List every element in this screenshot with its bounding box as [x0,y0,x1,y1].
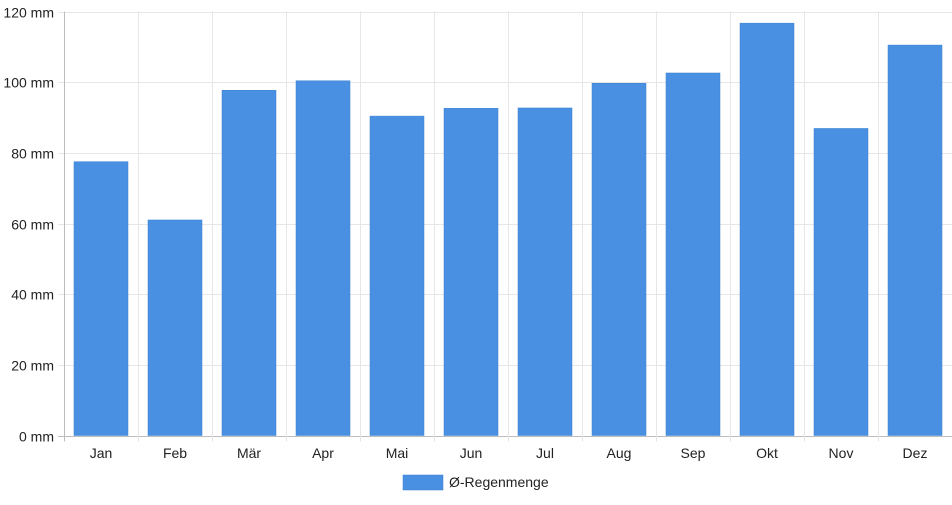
y-tick-label: 40 mm [11,287,54,303]
y-tick-label: 0 mm [19,429,54,445]
y-tick-label: 60 mm [11,217,54,233]
y-tick-label: 80 mm [11,146,54,162]
bar-layer [73,22,943,436]
bar-mai[interactable] [369,115,425,436]
y-tick-label: 120 mm [3,5,54,21]
bar-dez[interactable] [887,44,943,436]
x-tick-label: Apr [312,445,334,461]
x-tick-label: Aug [607,445,632,461]
y-tick-label: 100 mm [3,75,54,91]
bar-aug[interactable] [591,82,647,436]
legend-label: Ø-Regenmenge [449,474,549,490]
legend-swatch [402,474,444,491]
bar-mär[interactable] [221,90,277,436]
x-tick-label: Dez [903,445,928,461]
bar-jan[interactable] [73,161,129,436]
x-tick-label: Okt [756,445,778,461]
x-tick-label: Jun [460,445,483,461]
x-tick-label: Nov [829,445,854,461]
axis-layer: 0 mm 20 mm 40 mm 60 mm 80 mm 100 mm 120 mm Jan F… [3,5,927,462]
bar-nov[interactable] [813,128,869,436]
bar-jul[interactable] [517,107,573,436]
x-tick-label: Mär [237,445,261,461]
x-tick-label: Feb [163,445,187,461]
y-tick-label: 20 mm [11,358,54,374]
bar-jun[interactable] [443,108,499,436]
x-tick-label: Mai [386,445,409,461]
legend[interactable]: Ø-Regenmenge [402,474,549,491]
bar-okt[interactable] [739,22,795,436]
bar-feb[interactable] [147,219,203,436]
bar-apr[interactable] [295,80,351,436]
x-tick-label: Sep [681,445,706,461]
x-tick-label: Jan [90,445,113,461]
grid-layer [58,11,952,442]
bar-sep[interactable] [665,72,721,436]
x-tick-label: Jul [536,445,554,461]
